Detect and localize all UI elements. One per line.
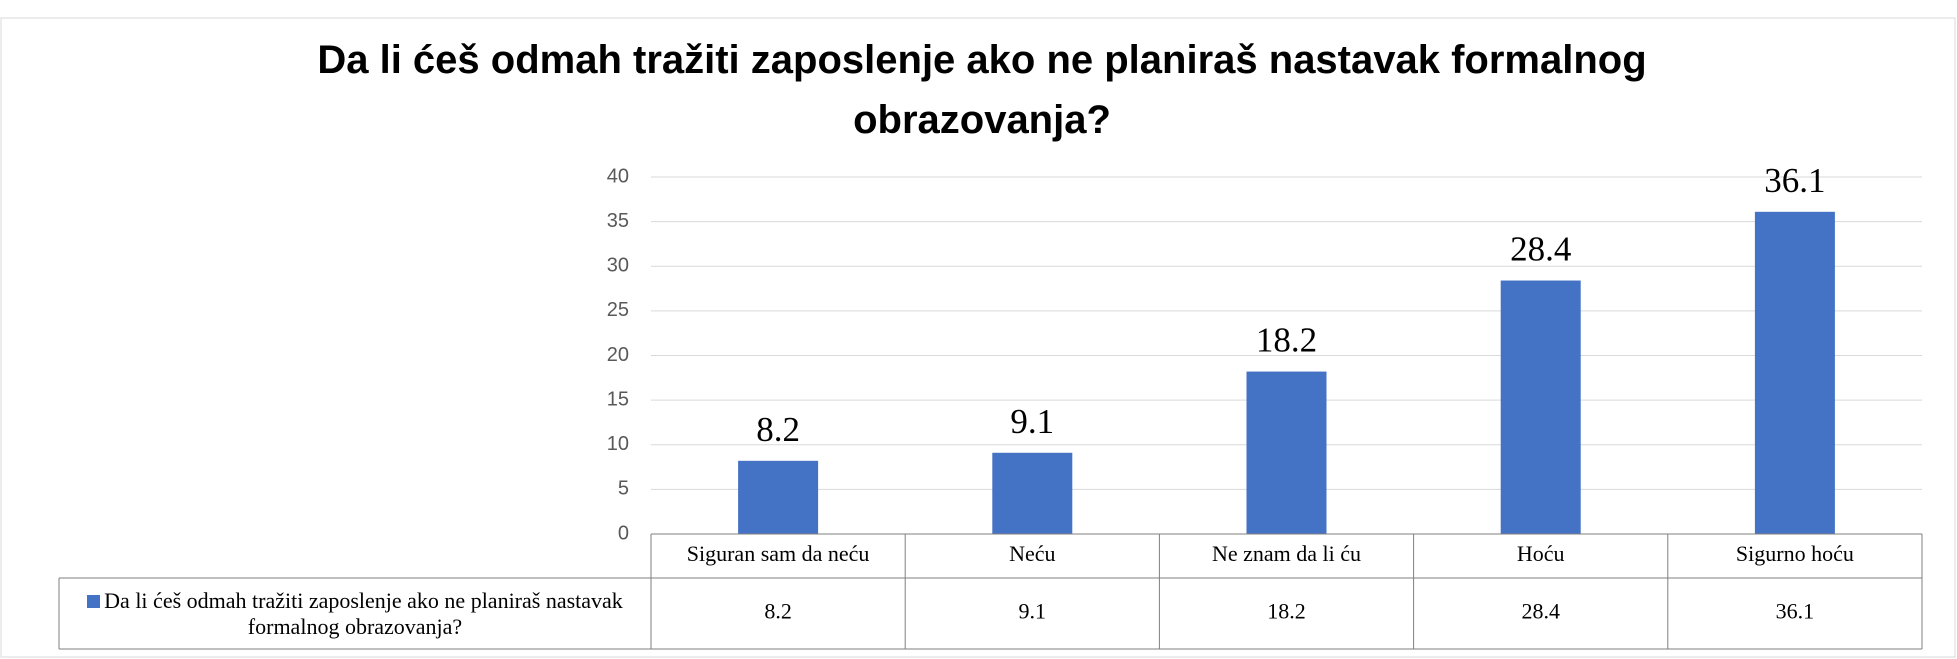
bar [1246,371,1327,534]
table-value: 18.2 [1267,599,1306,624]
data-label: 18.2 [1256,321,1317,360]
data-label: 28.4 [1510,230,1571,269]
chart-border [0,17,1956,658]
table-value: 9.1 [1019,599,1047,624]
bar [992,452,1073,534]
y-tick-label: 15 [607,388,629,410]
bar [738,460,819,534]
table-category: Sigurno hoću [1736,541,1854,566]
data-label: 8.2 [756,410,800,449]
legend-label: Da li ćeš odmah tražiti zaposlenje ako n… [104,588,623,639]
y-tick-label: 40 [607,165,629,187]
chart-title: Da li ćeš odmah tražiti zaposlenje ako n… [317,38,1647,142]
y-tick-label: 0 [618,522,629,544]
y-tick-label: 35 [607,210,629,232]
data-label: 36.1 [1764,161,1825,200]
table-category: Hoću [1517,541,1565,566]
bar [1500,280,1581,534]
table-value: 28.4 [1521,599,1560,624]
y-tick-label: 10 [607,433,629,455]
table-value: 8.2 [764,599,792,624]
y-tick-label: 5 [618,478,629,500]
legend-entry: Da li ćeš odmah tražiti zaposlenje ako n… [62,582,648,646]
y-tick-label: 20 [607,344,629,366]
table-category: Ne znam da li ću [1212,541,1361,566]
table-category: Neću [1009,541,1055,566]
bar [1754,211,1835,534]
y-tick-label: 30 [607,255,629,277]
data-label: 9.1 [1010,402,1054,441]
table-category: Siguran sam da neću [687,541,870,566]
legend-key [87,595,101,608]
table-value: 36.1 [1776,599,1815,624]
y-tick-label: 25 [607,299,629,321]
